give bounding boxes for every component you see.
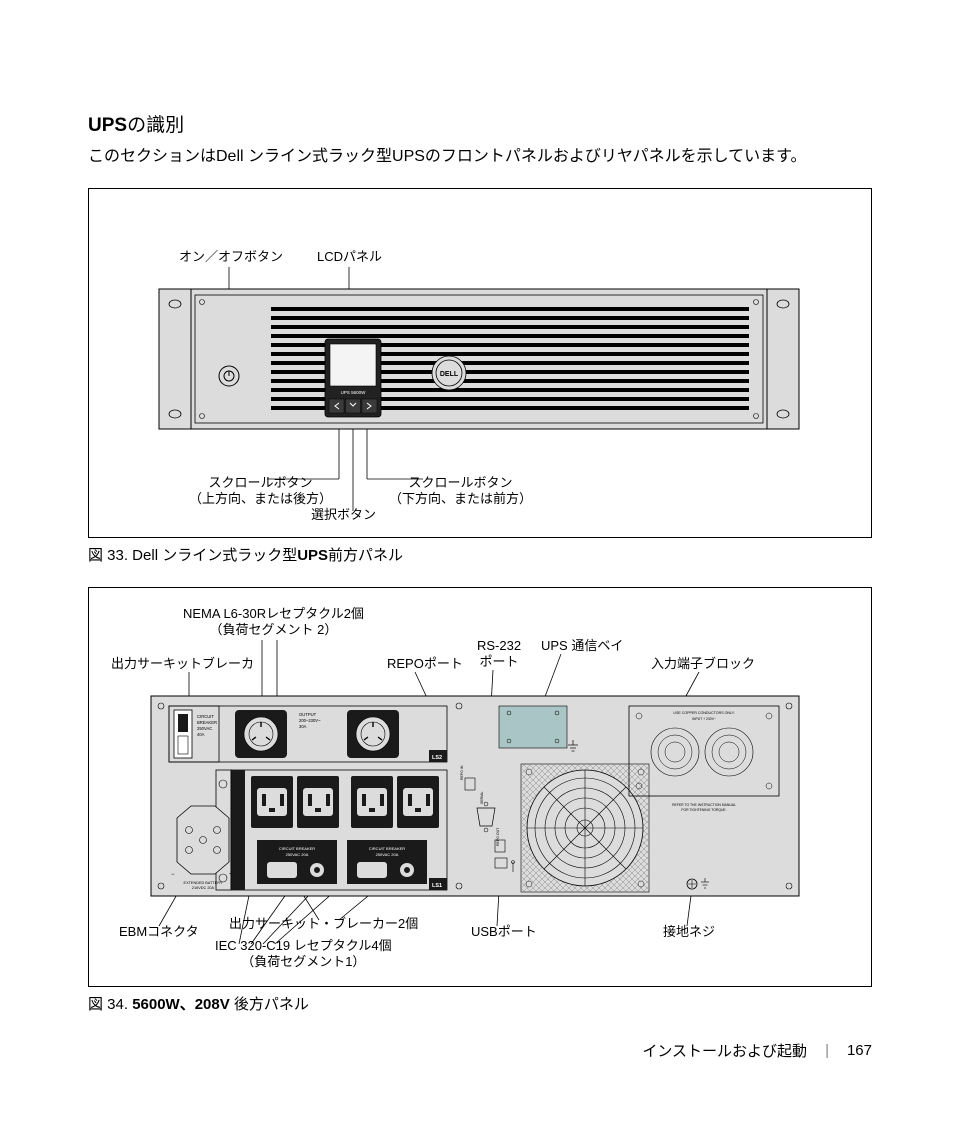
fan-grille bbox=[521, 764, 649, 892]
lcd-module: UPS 5600W bbox=[325, 339, 381, 417]
footer-page: 167 bbox=[847, 1042, 872, 1059]
svg-text:−: − bbox=[171, 872, 175, 878]
svg-text:250VAC 20A: 250VAC 20A bbox=[286, 852, 309, 857]
l6-30r-outlet-2 bbox=[347, 710, 399, 758]
svg-text:LS1: LS1 bbox=[432, 883, 442, 889]
svg-text:40A: 40A bbox=[197, 732, 205, 737]
svg-text:SERIAL: SERIAL bbox=[480, 791, 484, 804]
svg-text:200–230V~: 200–230V~ bbox=[299, 718, 321, 723]
figure-34-caption: 図 34. 5600W、208V 後方パネル bbox=[88, 993, 872, 1014]
svg-text:REFER TO THE INSTRUCTION MANUA: REFER TO THE INSTRUCTION MANUAL bbox=[672, 803, 736, 807]
intro-text: このセクションはDell ンライン式ラック型UPSのフロントパネルおよびリヤパネ… bbox=[88, 145, 872, 170]
svg-text:REPO OUT: REPO OUT bbox=[496, 827, 500, 846]
figure-34-box: NEMA L6-30Rレセプタクル2個 （負荷セグメント 2） 出力サーキットブ… bbox=[88, 587, 872, 987]
svg-text:250VAC 20A: 250VAC 20A bbox=[376, 852, 399, 857]
footer-section: インストールおよび起動 bbox=[642, 1040, 807, 1061]
heading-rest: の識別 bbox=[127, 115, 184, 136]
svg-text:DELL: DELL bbox=[440, 371, 459, 378]
figure-33-box: オン／オフボタン LCDパネル スクロールボタン （上方向、または後方） 選択ボ… bbox=[88, 188, 872, 538]
svg-text:REPO IN: REPO IN bbox=[460, 765, 464, 780]
svg-text:LS2: LS2 bbox=[432, 755, 442, 761]
svg-text:216VDC 20A: 216VDC 20A bbox=[192, 886, 215, 890]
dell-logo: DELL bbox=[432, 356, 466, 390]
svg-text:+: + bbox=[229, 872, 233, 878]
svg-text:USE COPPER CONDUCTORS ONLY.: USE COPPER CONDUCTORS ONLY. bbox=[673, 711, 734, 715]
figure-33-caption: 図 33. Dell ンライン式ラック型UPS前方パネル bbox=[88, 544, 872, 565]
svg-text:CIRCUIT: CIRCUIT bbox=[197, 714, 214, 719]
svg-text:BREAKER: BREAKER bbox=[197, 720, 217, 725]
svg-text:FOR TIGHTENING TORQUE.: FOR TIGHTENING TORQUE. bbox=[681, 808, 726, 812]
figure-34-svg: CIRCUIT BREAKER 250VAC 40A OUTPUT 200–23… bbox=[89, 588, 871, 988]
svg-text:CIRCUIT BREAKER: CIRCUIT BREAKER bbox=[369, 846, 405, 851]
svg-text:250VAC: 250VAC bbox=[197, 726, 212, 731]
section-heading: UPSの識別 bbox=[88, 110, 872, 137]
svg-text:OUTPUT: OUTPUT bbox=[299, 712, 317, 717]
figure-33-svg: DELL UPS 5600W bbox=[89, 189, 871, 539]
svg-text:UPS 5600W: UPS 5600W bbox=[341, 390, 367, 395]
page-footer: インストールおよび起動 | 167 bbox=[88, 1040, 872, 1061]
l6-30r-outlet-1 bbox=[235, 710, 287, 758]
footer-sep: | bbox=[825, 1042, 829, 1059]
heading-bold: UPS bbox=[88, 115, 127, 136]
svg-text:CIRCUIT BREAKER: CIRCUIT BREAKER bbox=[279, 846, 315, 851]
comm-bay bbox=[499, 706, 578, 751]
svg-text:EXTENDED BATTERY: EXTENDED BATTERY bbox=[184, 881, 223, 885]
svg-text:30A: 30A bbox=[299, 724, 307, 729]
svg-text:INPUT + 230V~: INPUT + 230V~ bbox=[692, 717, 716, 721]
